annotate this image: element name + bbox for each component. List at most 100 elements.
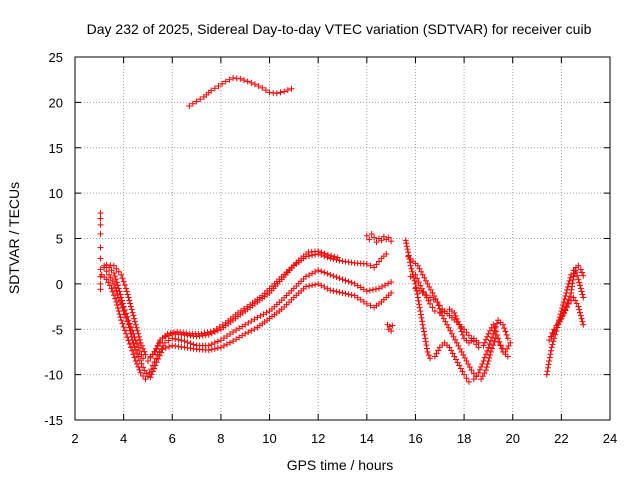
data-point	[162, 333, 169, 340]
data-point	[459, 368, 466, 375]
data-point	[369, 286, 376, 293]
y-tick-label: 0	[56, 277, 63, 292]
y-tick-labels: -15 -10 -5 0 5 10 15 20 25	[44, 50, 63, 428]
data-point	[116, 288, 123, 295]
data-point	[324, 251, 331, 258]
data-point	[487, 327, 494, 334]
data-point	[146, 369, 153, 376]
data-point	[140, 355, 147, 362]
data-point	[126, 297, 133, 304]
data-point	[415, 297, 422, 304]
data-point	[121, 306, 128, 313]
data-point	[214, 345, 221, 352]
grid	[75, 57, 610, 420]
data-point	[371, 234, 378, 241]
data-point	[210, 328, 217, 335]
data-point	[406, 259, 413, 266]
data-point	[129, 327, 136, 334]
data-point	[132, 321, 139, 328]
data-point	[461, 326, 468, 333]
data-point	[427, 286, 434, 293]
data-point	[309, 282, 316, 289]
data-point	[453, 339, 460, 346]
data-point	[113, 265, 120, 272]
data-point	[284, 87, 291, 94]
data-point	[388, 279, 395, 286]
data-point	[303, 273, 310, 280]
x-tick-label: 14	[360, 431, 374, 446]
data-point	[423, 292, 430, 299]
data-point	[211, 85, 218, 92]
data-point	[315, 248, 322, 255]
data-point	[217, 337, 224, 344]
data-point	[237, 307, 244, 314]
data-point	[461, 354, 468, 361]
data-point	[339, 276, 346, 283]
data-point	[107, 274, 114, 281]
data-point	[190, 341, 197, 348]
data-point	[143, 370, 150, 377]
data-point	[244, 303, 251, 310]
data-point	[548, 347, 555, 354]
data-point	[348, 279, 355, 286]
data-point	[149, 362, 156, 369]
data-point	[277, 89, 284, 96]
data-point	[575, 276, 582, 283]
data-point	[219, 321, 226, 328]
x-tick-label: 6	[169, 431, 176, 446]
data-point	[155, 340, 162, 347]
data-point	[360, 298, 367, 305]
data-point	[345, 278, 352, 285]
x-tick-label: 4	[120, 431, 127, 446]
data-point	[561, 296, 568, 302]
x-tick-label: 8	[217, 431, 224, 446]
data-point	[306, 272, 313, 279]
data-point	[254, 314, 261, 321]
data-point	[127, 344, 134, 351]
data-point	[507, 339, 514, 346]
data-point	[248, 327, 255, 334]
data-point	[543, 371, 550, 378]
data-point	[222, 78, 229, 85]
data-point	[578, 288, 585, 295]
data-point	[318, 282, 325, 289]
data-point	[431, 308, 438, 315]
data-point	[549, 341, 556, 348]
data-point	[351, 292, 358, 299]
data-point	[324, 285, 331, 292]
y-tick-label: 20	[49, 95, 63, 110]
data-point	[416, 265, 423, 272]
data-point	[573, 300, 580, 307]
data-point	[431, 353, 438, 360]
data-point	[478, 376, 485, 383]
data-point	[197, 96, 204, 103]
data-point	[363, 288, 370, 295]
data-point	[430, 296, 437, 303]
data-point	[130, 312, 137, 319]
data-point	[544, 364, 551, 371]
data-point	[109, 288, 116, 295]
data-point	[315, 267, 322, 274]
data-point	[327, 255, 334, 262]
data-point	[463, 358, 470, 365]
data-point	[402, 237, 409, 244]
data-point	[486, 340, 493, 347]
data-point	[368, 230, 375, 237]
data-point	[560, 309, 567, 316]
data-point	[562, 306, 569, 313]
x-tick-label: 10	[262, 431, 276, 446]
data-point	[566, 277, 573, 284]
data-point	[579, 318, 586, 325]
data-point	[416, 304, 423, 311]
data-point	[454, 359, 461, 366]
data-point	[503, 331, 510, 338]
data-point	[123, 285, 130, 292]
data-point	[452, 356, 459, 363]
data-point	[558, 315, 565, 322]
data-point	[577, 312, 584, 319]
data-point	[103, 268, 110, 275]
data-point	[490, 342, 497, 349]
data-point	[330, 287, 337, 294]
data-point	[419, 318, 426, 325]
data-point	[121, 282, 128, 289]
